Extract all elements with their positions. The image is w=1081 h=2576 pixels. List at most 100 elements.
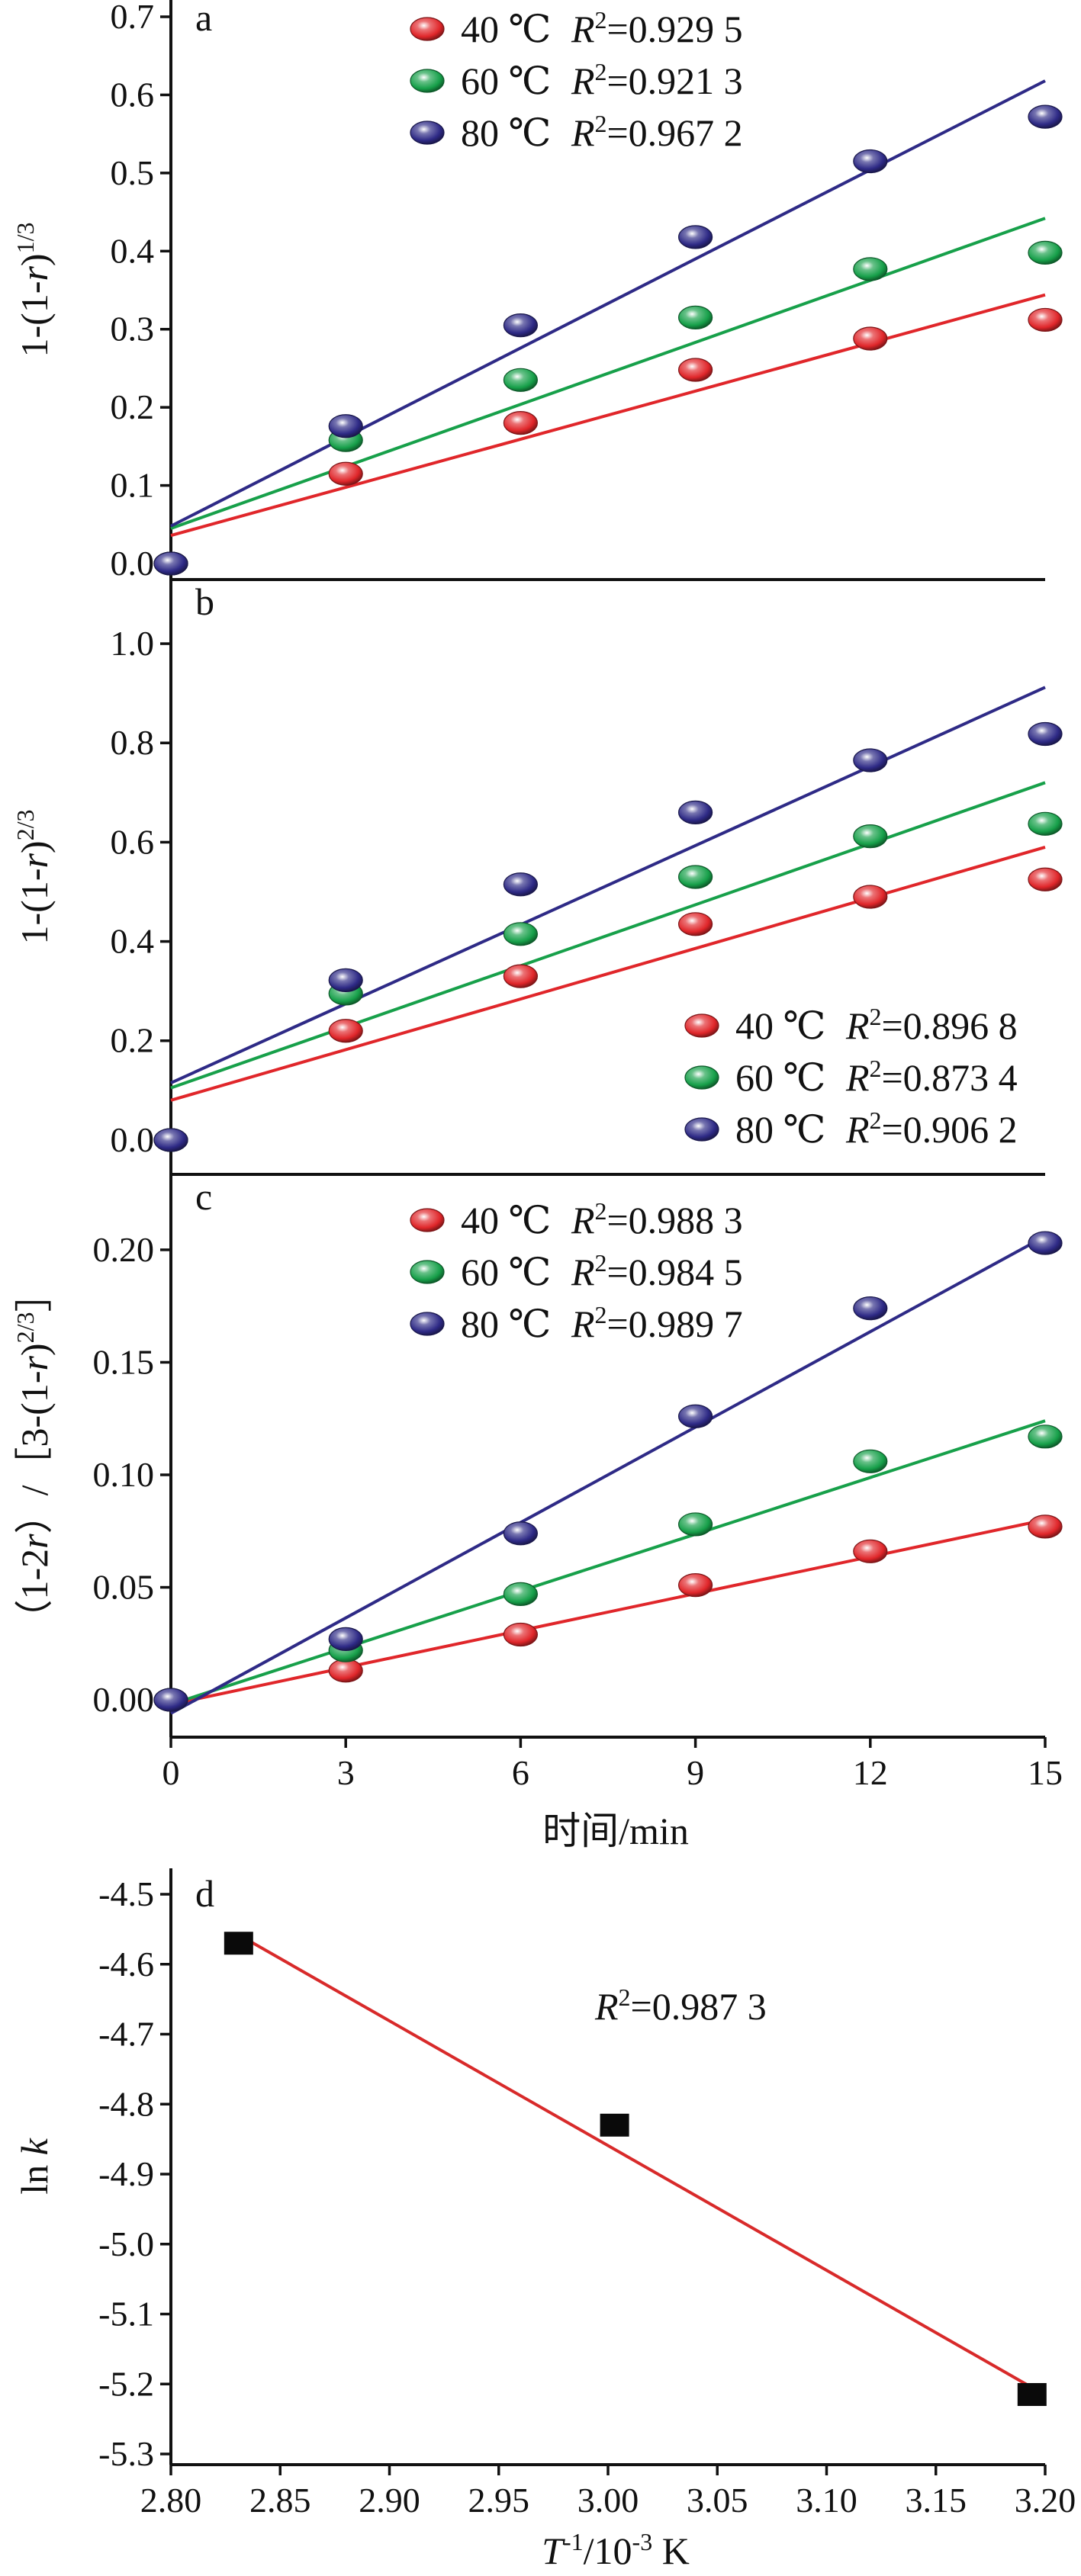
fit-line-c80: [170, 1235, 1046, 1715]
y-tick-label: 0.0: [111, 544, 155, 583]
fit-line-c60: [170, 1419, 1046, 1706]
legend-marker-c80: [410, 120, 445, 145]
data-point-c80: [503, 872, 539, 897]
data-point-c40: [328, 1659, 363, 1683]
panel-d: -4.5 -4.6 -4.7 -4.8 -4.9 -5.0 -5.1 -5.2 -5.3 2.80…: [13, 1868, 1076, 2572]
data-point-c80: [1028, 721, 1063, 747]
x-tick-label: 12: [853, 1753, 888, 1792]
panel-letter: d: [195, 1872, 214, 1915]
y-axis-label: 1-(1-r)1/3: [11, 223, 56, 358]
y-tick-label: 0.4: [111, 922, 155, 961]
x-tick-label: 15: [1028, 1753, 1063, 1792]
legend-entry: 60 ℃ R2=0.873 4: [735, 1055, 1018, 1099]
fit-line-c40: [170, 293, 1046, 538]
x-tick-label: 3.00: [577, 2481, 639, 2520]
x-tick-label: 3.10: [796, 2481, 857, 2520]
x-tick-label: 3.05: [687, 2481, 748, 2520]
data-point-square: [224, 1932, 253, 1955]
x-tick-label: 2.80: [140, 2481, 202, 2520]
y-tick-label: 0.4: [111, 231, 155, 270]
data-point-c80: [677, 225, 713, 249]
data-point-c60: [503, 922, 539, 946]
legend-entry: 80 ℃ R2=0.906 2: [735, 1107, 1018, 1151]
x-tick-label: 2.95: [468, 2481, 530, 2520]
legend: 40 ℃ R2=0.988 3 60 ℃ R2=0.984 5 80 ℃ R2=0.…: [410, 1197, 743, 1345]
panel-b: 0.0 0.2 0.4 0.6 0.8 1.0 b 1-(1-r)2/3 40 ℃ R2=0.8…: [11, 580, 1063, 1176]
data-point-c60: [1028, 240, 1063, 265]
legend-marker-c60: [410, 69, 445, 93]
data-point-c80: [677, 800, 713, 824]
data-point-c60: [1028, 1425, 1063, 1449]
legend-marker-c80: [684, 1117, 719, 1142]
x-axis-label: T-1/10-3 K: [542, 2528, 690, 2572]
y-tick-label: 0.2: [111, 1021, 155, 1060]
y-tick-label: 0.05: [93, 1568, 155, 1607]
y-axis-label: （1-2r）/［3-(1-r)2/3］: [11, 1274, 56, 1638]
legend-entry: 40 ℃ R2=0.988 3: [461, 1197, 743, 1241]
x-tick-label: 0: [162, 1753, 180, 1792]
data-point-c60: [853, 1449, 888, 1473]
data-point-c40: [503, 1622, 539, 1647]
data-point-c60: [677, 1512, 713, 1537]
data-point-c60: [503, 368, 539, 392]
data-point-c80: [503, 1521, 539, 1546]
y-tick-label: -5.2: [98, 2364, 154, 2403]
legend-entry: 60 ℃ R2=0.921 3: [461, 58, 743, 102]
y-tick-label: -4.9: [98, 2154, 154, 2193]
fit-line-c40: [170, 1518, 1046, 1706]
data-point-c80: [853, 1296, 888, 1321]
x-tick-label: 3.15: [906, 2481, 967, 2520]
data-point-c40: [1028, 867, 1063, 891]
y-tick-label: 0.3: [111, 310, 155, 348]
data-point-c60: [677, 305, 713, 329]
y-tick-label: 0.8: [111, 723, 155, 762]
data-point-c40: [677, 912, 713, 936]
data-point-c80: [153, 551, 188, 576]
legend-marker-c40: [410, 1208, 445, 1232]
y-tick-label: 0.15: [93, 1342, 155, 1381]
data-point-c40: [677, 358, 713, 382]
y-tick-label: -4.6: [98, 1945, 154, 1983]
data-point-c40: [853, 885, 888, 909]
y-axis-label: ln k: [13, 2138, 56, 2194]
legend-marker-c40: [684, 1013, 719, 1038]
y-tick-label: -5.0: [98, 2224, 154, 2263]
data-point-c80: [328, 414, 363, 438]
y-tick-label: 0.20: [93, 1230, 155, 1269]
y-tick-label: -4.7: [98, 2015, 154, 2054]
data-point-c80: [1028, 104, 1063, 129]
data-point-c80: [153, 1128, 188, 1152]
data-point-c60: [503, 1582, 539, 1606]
data-point-c40: [677, 1572, 713, 1598]
data-point-c80: [1028, 1231, 1063, 1255]
panel-letter: b: [195, 580, 214, 623]
legend-marker-c40: [410, 17, 445, 41]
data-point-c80: [853, 748, 888, 772]
panel-letter: a: [195, 0, 212, 39]
figure-panels: 0.0 0.1 0.2 0.3 0.4 0.5 0.6 0.7 a 1-(1-r)1/3 40 ℃ …: [11, 0, 1076, 2572]
data-point-c40: [503, 411, 539, 435]
data-point-c40: [853, 326, 888, 351]
data-point-c60: [853, 257, 888, 281]
y-tick-label: 0.1: [111, 466, 155, 505]
y-tick-label: 0.7: [111, 0, 155, 36]
fit-line-c60: [170, 217, 1046, 530]
panel-a: 0.0 0.1 0.2 0.3 0.4 0.5 0.6 0.7 a 1-(1-r)1/3 40 ℃ …: [11, 0, 1063, 583]
fit-line-d: [237, 1933, 1033, 2389]
data-point-c60: [853, 824, 888, 849]
data-point-c80: [153, 1688, 188, 1712]
legend-entry: 80 ℃ R2=0.989 7: [461, 1301, 743, 1345]
legend-marker-c60: [684, 1065, 719, 1090]
data-point-c80: [677, 1404, 713, 1428]
y-tick-label: -4.5: [98, 1874, 154, 1913]
y-tick-label: 0.2: [111, 387, 155, 426]
y-tick-label: -5.3: [98, 2434, 154, 2473]
y-tick-label: -4.8: [98, 2084, 154, 2123]
fit-line-c40: [170, 845, 1046, 1102]
data-point-c40: [1028, 307, 1063, 332]
data-point-c60: [1028, 811, 1063, 836]
legend-entry: 40 ℃ R2=0.929 5: [461, 6, 743, 50]
legend-entry: 80 ℃ R2=0.967 2: [461, 110, 743, 154]
data-point-c80: [503, 313, 539, 338]
y-tick-label: -5.1: [98, 2295, 154, 2333]
